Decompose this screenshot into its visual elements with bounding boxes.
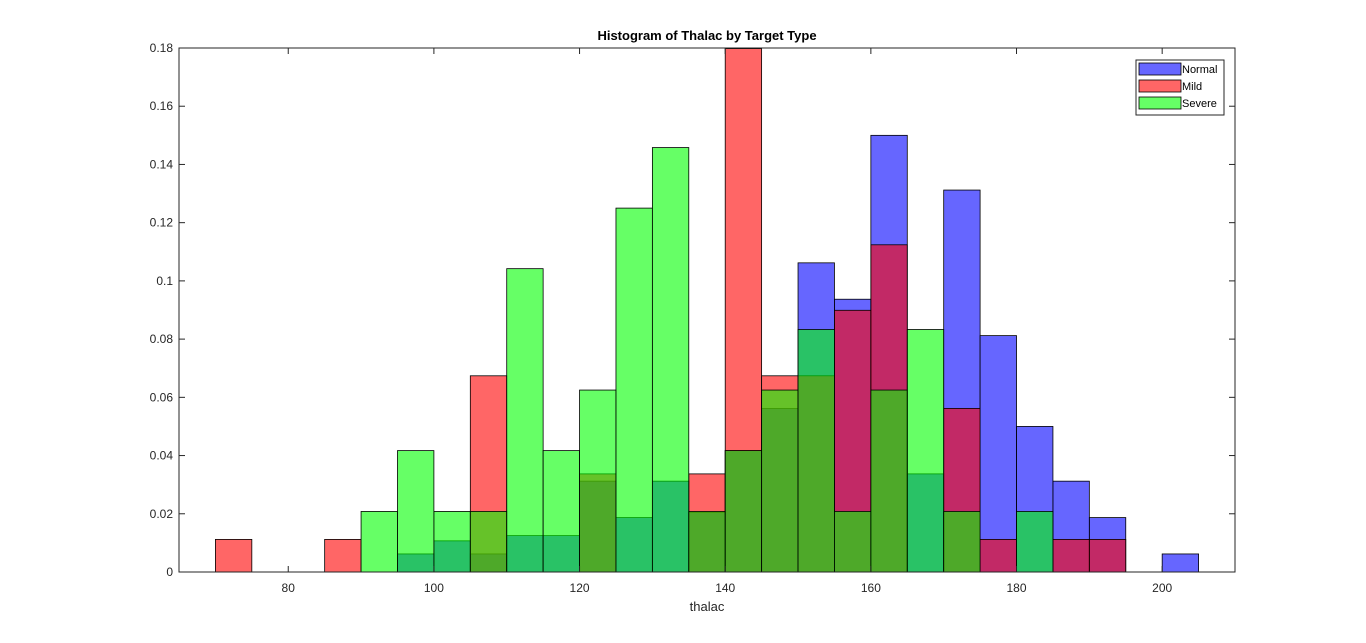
bar-severe-135 (688, 511, 726, 573)
x-tick-label-160: 160 (861, 581, 881, 595)
bar-normal-200 (1161, 553, 1199, 573)
bar-severe-95 (397, 450, 435, 573)
bar-severe-105 (469, 511, 508, 573)
y-tick-label-4: 0.08 (150, 332, 174, 346)
bar-severe-120 (579, 389, 617, 573)
x-tick-label-180: 180 (1007, 581, 1027, 595)
legend-label-normal: Normal (1182, 64, 1217, 76)
bar-mild-70 (215, 538, 253, 573)
x-tick-label-140: 140 (715, 581, 735, 595)
bar-mild-85 (324, 538, 362, 573)
bar-normal-175 (979, 335, 1017, 573)
bar-severe-155 (834, 511, 872, 573)
legend-label-severe: Severe (1182, 98, 1217, 110)
bars-layer (215, 48, 1199, 573)
x-tick-label-200: 200 (1152, 581, 1172, 595)
bar-severe-100 (433, 511, 471, 573)
x-tick-label-100: 100 (424, 581, 444, 595)
x-tick-label-120: 120 (570, 581, 590, 595)
y-tick-label-3: 0.06 (150, 390, 174, 404)
y-tick-label-7: 0.14 (150, 157, 174, 171)
bar-severe-150 (797, 329, 835, 573)
legend-swatch-normal (1138, 62, 1182, 76)
bar-severe-115 (542, 450, 580, 573)
y-tick-label-8: 0.16 (150, 99, 174, 113)
bar-mild-185 (1052, 538, 1090, 573)
y-tick-label-0: 0 (166, 565, 173, 579)
bar-severe-170 (943, 511, 981, 573)
bar-severe-90 (360, 511, 398, 573)
bar-severe-160 (870, 389, 908, 573)
x-axis-label: thalac (690, 599, 725, 614)
y-tick-label-6: 0.12 (150, 216, 174, 230)
y-tick-label-9: 0.18 (150, 41, 174, 55)
bar-mild-190 (1088, 538, 1127, 573)
bar-severe-125 (615, 207, 653, 573)
axes-layer: 80 100 120 140 160 180 200 0 0.02 0.04 0.06 0.08 0.1… (150, 41, 1236, 595)
bar-severe-180 (1016, 511, 1054, 573)
axes-box (178, 47, 1236, 573)
y-tick-label-1: 0.02 (150, 507, 174, 521)
legend-label-mild: Mild (1182, 81, 1202, 93)
bar-severe-110 (506, 268, 544, 573)
legend-swatch-mild (1138, 79, 1182, 93)
x-tick-label-80: 80 (282, 581, 296, 595)
bar-severe-145 (761, 389, 799, 573)
y-tick-label-2: 0.04 (150, 449, 174, 463)
bar-severe-140 (724, 450, 763, 573)
bar-severe-165 (906, 329, 945, 573)
bar-mild-175 (979, 538, 1017, 573)
bar-severe-130 (651, 147, 690, 573)
chart-title: Histogram of Thalac by Target Type (597, 28, 816, 43)
legend: Normal Mild Severe (1135, 59, 1225, 116)
legend-swatch-severe (1138, 96, 1182, 110)
y-tick-label-5: 0.1 (156, 274, 173, 288)
